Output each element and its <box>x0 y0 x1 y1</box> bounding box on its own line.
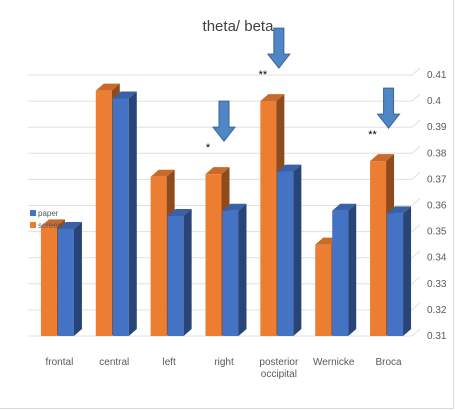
y-tick-label: 0.32 <box>427 305 447 316</box>
bar-paper <box>112 98 129 337</box>
bar-screen <box>40 226 57 336</box>
gridline-depth <box>411 250 421 259</box>
down-arrow-icon <box>211 100 237 142</box>
bar-screen <box>150 176 167 336</box>
bar-group-central <box>95 83 137 337</box>
bar-side-paper <box>348 203 357 336</box>
bar-group-frontal <box>40 219 82 336</box>
gridline-depth <box>411 93 421 102</box>
significance-label: ** <box>368 129 377 141</box>
gridline-depth <box>411 276 421 285</box>
bar-paper <box>57 228 74 336</box>
bar-screen <box>260 101 277 336</box>
y-tick-label: 0.4 <box>427 96 441 107</box>
gridline-depth <box>411 224 421 232</box>
bar-side-paper <box>403 206 412 336</box>
y-tick-label: 0.37 <box>427 174 447 185</box>
x-axis: frontal central left right posterioroccipita… <box>46 357 403 380</box>
bar-paper <box>387 213 404 336</box>
gridline-depth <box>411 302 421 311</box>
significance-label: ** <box>259 69 268 81</box>
significance-label: * <box>206 142 211 154</box>
x-tick-label: posterior <box>259 357 299 368</box>
gridline-depth <box>411 145 421 154</box>
y-tick-label: 0.33 <box>427 279 447 290</box>
legend: paper screen <box>30 209 62 230</box>
x-tick-label: central <box>99 357 129 368</box>
x-tick-label: left <box>162 357 176 368</box>
y-tick-label: 0.34 <box>427 253 447 264</box>
bar-group-broca <box>370 154 412 336</box>
legend-label-paper: paper <box>38 209 59 218</box>
y-axis: 0.31 0.32 0.33 0.34 0.35 0.36 0.37 0.38 0.39 0.4 0… <box>427 70 447 342</box>
annotations: ***** <box>206 27 401 154</box>
bar-paper <box>277 171 294 336</box>
bar-side-paper <box>73 221 82 336</box>
y-tick-label: 0.39 <box>427 122 447 133</box>
bars <box>40 83 412 337</box>
y-tick-label: 0.35 <box>427 227 447 238</box>
bar-screen <box>315 244 332 336</box>
x-tick-label: right <box>214 357 234 368</box>
bar-side-paper <box>238 203 247 336</box>
bar-group-left <box>150 169 192 336</box>
gridline-depth <box>411 172 421 180</box>
y-tick-label: 0.41 <box>427 70 447 81</box>
gridline-depth <box>411 67 421 76</box>
bar-side-paper <box>293 164 302 336</box>
bar-paper <box>222 210 239 336</box>
chart-title: theta/ beta <box>203 18 275 35</box>
down-arrow-icon <box>266 27 291 69</box>
bar-side-paper <box>183 208 192 336</box>
bar-screen <box>205 174 222 336</box>
x-tick-label: Wernicke <box>313 357 355 368</box>
y-tick-label: 0.36 <box>427 201 447 212</box>
x-tick-label: Broca <box>376 357 403 368</box>
gridline-depth <box>411 328 421 337</box>
bar-screen <box>370 161 387 336</box>
y-tick-label: 0.31 <box>427 331 447 342</box>
legend-swatch-screen <box>30 222 36 228</box>
x-tick-label: occipital <box>261 369 297 380</box>
bar-top-screen <box>40 219 65 227</box>
bar-group-wernicke <box>315 203 357 336</box>
y-tick-label: 0.38 <box>427 148 447 159</box>
gridline-depth <box>411 119 421 128</box>
down-arrow-icon <box>376 87 401 129</box>
legend-swatch-paper <box>30 210 36 216</box>
bar-paper <box>167 215 184 336</box>
bar-side-paper <box>128 91 137 337</box>
x-tick-label: frontal <box>46 357 74 368</box>
bar-screen <box>95 90 112 336</box>
bar-group-posterior-occipital <box>260 94 302 336</box>
bar-paper <box>332 210 349 336</box>
bar-group-right <box>205 167 247 336</box>
gridline-depth <box>411 198 421 206</box>
legend-label-screen: screen <box>38 221 62 230</box>
